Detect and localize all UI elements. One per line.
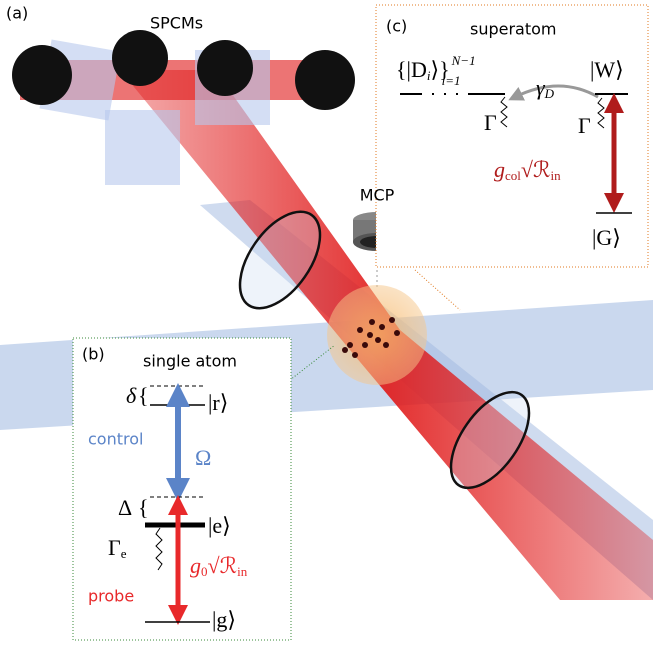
label: δ [126, 383, 137, 408]
label: { [138, 383, 149, 408]
label-part: √ℛ [208, 553, 238, 578]
dot [12, 45, 72, 105]
label: Δ [118, 495, 132, 520]
dot [347, 342, 353, 348]
label-part: in [551, 168, 562, 183]
label-part: in [237, 564, 248, 579]
connector [415, 270, 460, 310]
label: { [138, 495, 149, 520]
dot [112, 30, 168, 86]
box [105, 110, 180, 185]
dot [342, 347, 348, 353]
label-part: Γ [108, 535, 121, 560]
label-part: e [121, 546, 127, 561]
dot [295, 50, 355, 110]
label-part: {|D [396, 57, 427, 82]
label: Γ [484, 110, 497, 135]
label: single atom [143, 352, 237, 371]
label-part: √ℛ [521, 157, 551, 182]
dot [367, 332, 373, 338]
label: |W⟩ [590, 57, 624, 82]
label-part: g [494, 157, 505, 182]
dot [197, 40, 253, 96]
label: (c) [386, 17, 407, 36]
label: superatom [470, 20, 557, 39]
dot [383, 342, 389, 348]
label: Ω [195, 445, 211, 470]
label-part: N−1 [451, 53, 476, 68]
label-part: D [544, 86, 555, 101]
dot [369, 319, 375, 325]
dot [357, 327, 363, 333]
label: control [88, 430, 143, 449]
label-part: col [505, 168, 521, 183]
dot [375, 337, 381, 343]
label: SPCMs [150, 14, 203, 33]
dot [352, 352, 358, 358]
label: |g⟩ [212, 607, 236, 632]
label-part: i=1 [442, 73, 461, 88]
label: |e⟩ [208, 513, 231, 538]
dot [379, 324, 385, 330]
label: MCP [360, 186, 395, 205]
label: |r⟩ [208, 390, 228, 415]
label: Γ [578, 113, 591, 138]
label: probe [88, 587, 134, 606]
label: (b) [82, 345, 105, 364]
figure: (a) SPCMs MCP (b) single atom δ { |r⟩ co… [0, 0, 653, 647]
label-part: g [190, 553, 201, 578]
label: |G⟩ [592, 225, 621, 250]
dot [389, 317, 395, 323]
dot [394, 330, 400, 336]
dot [362, 342, 368, 348]
dot [327, 285, 427, 385]
label: (a) [6, 4, 28, 23]
